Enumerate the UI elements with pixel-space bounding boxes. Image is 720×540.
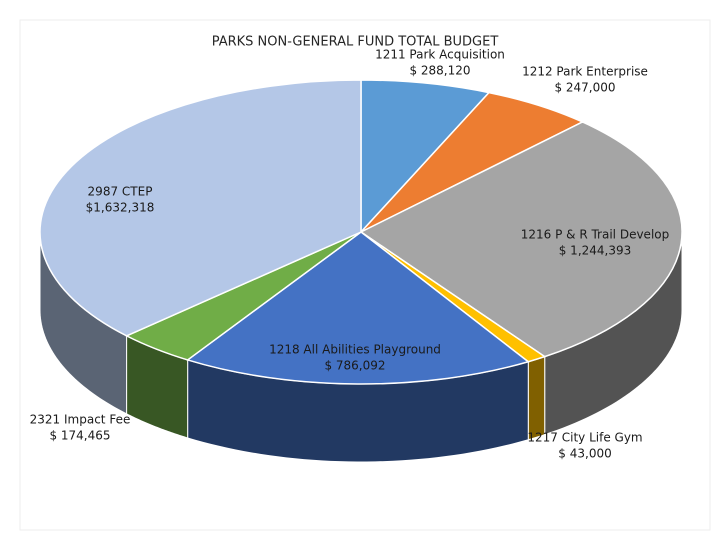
data-label-category: 1218 All Abilities Playground xyxy=(269,343,441,357)
data-label-value: $ 288,120 xyxy=(409,64,470,78)
chart-title: PARKS NON-GENERAL FUND TOTAL BUDGET xyxy=(212,35,499,50)
data-label-value: $ 174,465 xyxy=(49,429,110,443)
data-label-category: 1216 P & R Trail Develop xyxy=(521,228,669,242)
data-label-value: $ 43,000 xyxy=(558,447,611,461)
data-label-category: 1212 Park Enterprise xyxy=(522,65,648,79)
slice xyxy=(185,231,530,385)
data-label-value: $1,632,318 xyxy=(86,201,155,215)
data-label-category: 1211 Park Acquisition xyxy=(375,48,505,62)
data-label-value: $ 247,000 xyxy=(554,81,615,95)
data-label-category: 1217 City Life Gym xyxy=(527,431,642,445)
slice xyxy=(359,121,683,358)
data-label-value: $ 786,092 xyxy=(324,359,385,373)
slice xyxy=(39,79,362,337)
slice xyxy=(360,79,491,234)
data-label-category: 2987 CTEP xyxy=(88,185,153,199)
data-label-value: $ 1,244,393 xyxy=(559,244,632,258)
data-label-category: 2321 Impact Fee xyxy=(30,413,131,427)
slice-side xyxy=(527,355,546,441)
